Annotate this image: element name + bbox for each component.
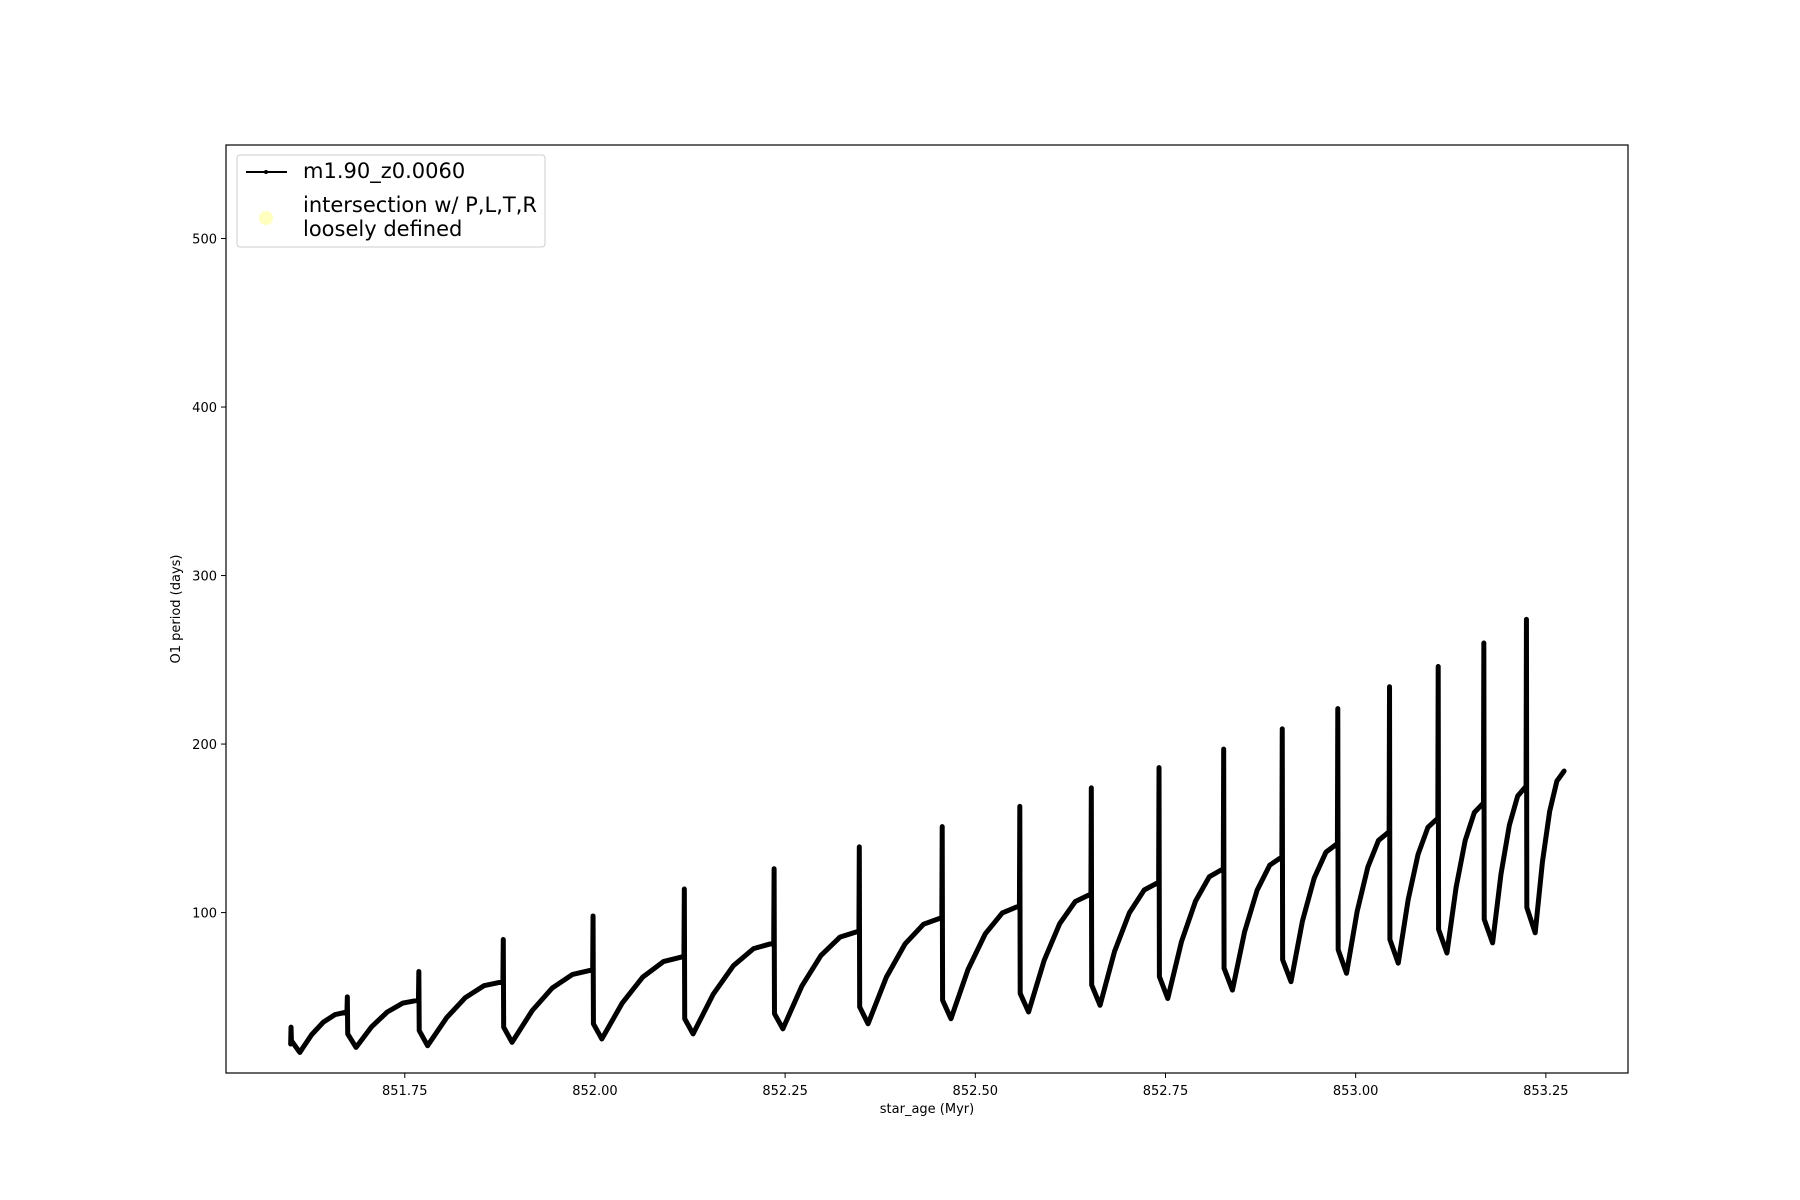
legend-marker	[259, 211, 273, 225]
y-tick-label: 200	[192, 738, 217, 753]
x-tick-label: 852.00	[572, 1084, 618, 1099]
legend: m1.90_z0.0060 intersection w/ P,L,T,R loo…	[236, 154, 546, 248]
x-tick-label: 853.25	[1523, 1084, 1569, 1099]
legend-label: m1.90_z0.0060	[303, 159, 466, 183]
x-tick-label: 852.50	[953, 1084, 999, 1099]
legend-marker	[264, 170, 268, 174]
legend-text: m1.90_z0.0060	[303, 159, 466, 183]
x-tick-label: 852.75	[1143, 1084, 1189, 1099]
legend-label: intersection w/ P,L,T,R loosely defined	[303, 193, 537, 241]
x-axis-label: star_age (Myr)	[880, 1102, 974, 1117]
x-tick-label: 851.75	[382, 1084, 428, 1099]
y-tick-label: 100	[192, 907, 217, 922]
y-tick-label: 400	[192, 401, 217, 416]
data-line	[288, 616, 1567, 1055]
x-tick-label: 853.00	[1333, 1084, 1379, 1099]
legend-text: intersection w/ P,L,T,R loosely defined	[303, 193, 537, 241]
legend-box	[236, 154, 546, 248]
y-tick-label: 500	[192, 233, 217, 248]
plot-frame	[225, 144, 1629, 1074]
x-tick-label: 852.25	[762, 1084, 808, 1099]
y-axis-label: O1 period (days)	[169, 554, 184, 663]
y-tick-label: 300	[192, 570, 217, 585]
